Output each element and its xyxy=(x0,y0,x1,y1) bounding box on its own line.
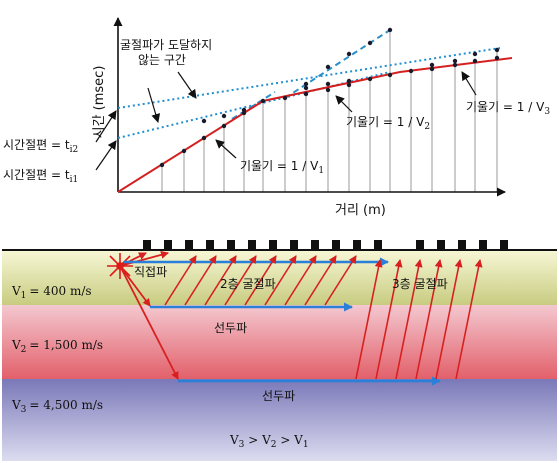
receiver-guide-lines xyxy=(161,30,498,192)
slope-v1-label: 기울기 = 1 / V1 xyxy=(240,159,324,176)
no-refraction-note-line2: 않는 구간 xyxy=(138,53,186,67)
geophone-icon xyxy=(332,240,340,250)
layer3-band xyxy=(2,379,557,461)
slope-v1-pointer xyxy=(215,139,237,159)
geophone-icon xyxy=(437,240,445,250)
geophone-array xyxy=(143,240,508,250)
slope-v3-label: 기울기 = 1 / V3 xyxy=(466,100,550,117)
layer3-refraction-rays xyxy=(355,259,483,380)
layer2-velocity: V2 = 1,500 m/s xyxy=(11,338,103,355)
slope-v3-pointer xyxy=(461,71,477,96)
layer2-refraction-rays xyxy=(164,255,357,306)
head-wave-label-layer2: 선두파 xyxy=(214,321,247,335)
geophone-icon xyxy=(143,240,151,250)
geophone-icon xyxy=(164,240,172,250)
geophone-icon xyxy=(185,240,193,250)
y-axis-label: 시간 (msec) xyxy=(92,66,107,139)
geophone-icon xyxy=(374,240,382,250)
velocity-order: V3 > V2 > V1 xyxy=(229,433,309,450)
slope-v2-pointer xyxy=(335,95,353,113)
geophone-icon xyxy=(269,240,277,250)
arrival-markers xyxy=(159,27,500,168)
intercept-ti2-label: 시간절편 = ti2 xyxy=(3,138,78,155)
layer2-refraction-label: 2층 굴절파 xyxy=(220,277,276,291)
time-distance-graph: 시간 (msec) 거리 (m) 굴절파가 도달하지 않는 구간 시간절편 = … xyxy=(3,17,550,218)
layer3-refraction-label: 3층 굴절파 xyxy=(392,277,448,291)
head-wave-label-layer3: 선두파 xyxy=(262,389,295,403)
direct-wave-label: 직접파 xyxy=(134,265,167,279)
geophone-icon xyxy=(227,240,235,250)
geophone-icon xyxy=(500,240,508,250)
layer2-band xyxy=(2,305,557,379)
intercept-ti1-label: 시간절편 = ti1 xyxy=(3,168,78,185)
note-pointer-upper xyxy=(177,71,197,99)
geophone-icon xyxy=(290,240,298,250)
layer2-intercept-line xyxy=(117,71,391,139)
geophone-icon xyxy=(311,240,319,250)
slope-v2-label: 기울기 = 1 / V2 xyxy=(346,115,430,132)
x-axis-label: 거리 (m) xyxy=(335,203,386,218)
ray-to-layer3 xyxy=(119,265,179,380)
no-refraction-note-line1: 굴절파가 도달하지 xyxy=(120,38,212,52)
note-pointer-lower xyxy=(147,87,161,123)
layer1-late-branch xyxy=(231,91,276,120)
direct-wave-rays xyxy=(119,250,169,267)
layer1-band xyxy=(2,249,557,305)
layer2-late-branch xyxy=(284,29,391,99)
geophone-icon xyxy=(458,240,466,250)
cross-section: 직접파 2층 굴절파 3층 굴절파 선두파 선두파 V1 = 400 m/s V2… xyxy=(2,240,557,461)
layer3-velocity: V3 = 4,500 m/s xyxy=(11,398,103,415)
layer1-velocity: V1 = 400 m/s xyxy=(11,284,92,301)
geophone-icon xyxy=(416,240,424,250)
ray-to-layer2 xyxy=(119,265,151,307)
ti1-pointer xyxy=(95,140,117,171)
ti2-pointer xyxy=(95,110,117,143)
geophone-icon xyxy=(353,240,361,250)
geophone-icon xyxy=(248,240,256,250)
geophone-icon xyxy=(206,240,214,250)
geophone-icon xyxy=(479,240,487,250)
